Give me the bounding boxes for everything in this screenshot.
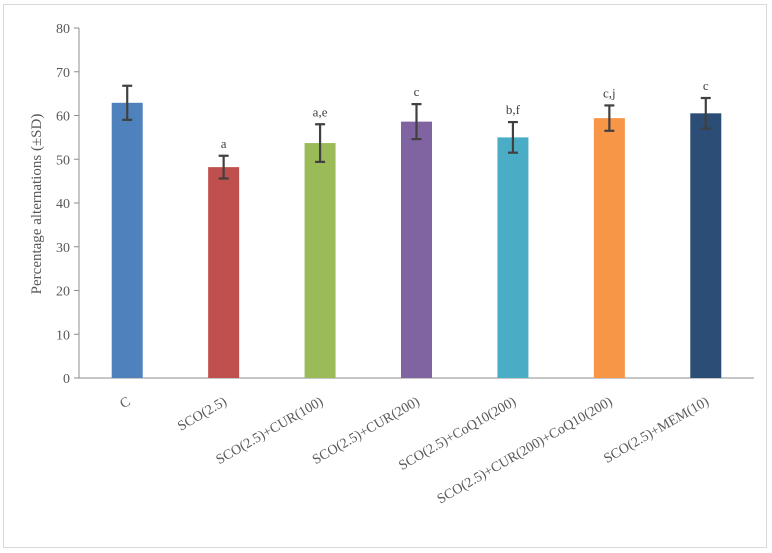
bar [111, 102, 143, 378]
significance-labels: a a,e c b,f c,j c [221, 78, 709, 151]
y-axis-label: Percentage alternations (±SD) [29, 114, 45, 295]
y-tick-label: 40 [56, 197, 70, 212]
x-category-label: SCO(2.5)+CUR(200)+CoQ10(200) [435, 394, 616, 507]
x-category-label: SCO(2.5) [175, 394, 230, 434]
category-labels: C SCO(2.5)SCO(2.5)+CUR(100) SCO(2.5)+CUR(2… [118, 394, 712, 507]
error-bar [218, 154, 229, 180]
error-bar [700, 96, 711, 130]
significance-label: c [703, 78, 709, 93]
bar [401, 121, 432, 378]
significance-label: a,e [313, 104, 328, 119]
bar [497, 137, 529, 378]
error-bar [507, 120, 518, 154]
x-category-label: SCO(2.5)+CUR(100) [214, 394, 327, 468]
x-category-label: C [118, 394, 134, 412]
error-bars [122, 84, 711, 180]
x-category-label: SCO(2.5)+MEM(10) [601, 394, 712, 467]
bar [304, 143, 336, 378]
y-tick-label: 10 [56, 328, 70, 343]
y-tick-label: 20 [56, 285, 70, 300]
bar [593, 118, 625, 378]
significance-label: b,f [506, 102, 521, 117]
bars [111, 102, 722, 378]
y-tick-label: 50 [56, 153, 70, 168]
y-tick-label: 70 [56, 66, 70, 81]
error-bar [315, 123, 326, 163]
significance-label: c [414, 84, 420, 99]
y-tick-label: 80 [56, 22, 70, 37]
y-axis: 0 10 20 30 40 50 60 70 80 [56, 22, 80, 387]
error-bar [122, 84, 133, 121]
bar [208, 167, 240, 378]
y-tick-label: 30 [56, 241, 70, 256]
significance-label: c,j [603, 85, 616, 100]
y-tick-label: 0 [63, 372, 70, 387]
significance-label: a [221, 136, 227, 151]
y-tick-label: 60 [56, 110, 70, 125]
error-bar [604, 104, 615, 132]
bar [690, 113, 722, 378]
error-bar [411, 103, 422, 141]
